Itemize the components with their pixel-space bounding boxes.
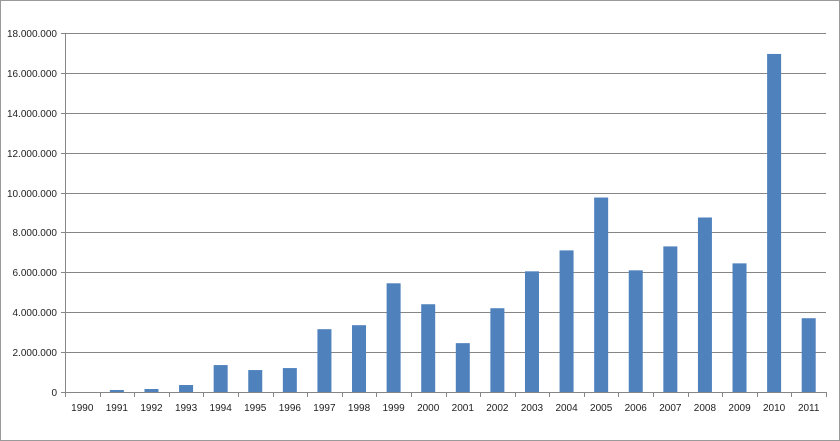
bar-1999 [386,283,401,392]
x-tick-label: 2002 [486,403,509,414]
bar-2004 [559,250,574,392]
y-tick-label: 14.000.000 [7,109,57,120]
x-tick-label: 1990 [71,403,94,414]
x-tick-label: 1992 [140,403,163,414]
y-tick-label: 2.000.000 [13,348,58,359]
bar-2006 [628,270,643,392]
x-tick-label: 1998 [348,403,371,414]
x-tick-label: 2004 [555,403,578,414]
x-tick-label: 1993 [175,403,198,414]
x-tick-label: 1999 [382,403,405,414]
x-tick-label: 2007 [659,403,682,414]
bar-2003 [524,271,539,392]
bar-2008 [697,217,712,392]
bar-1993 [179,385,194,392]
bar-2005 [594,197,609,392]
y-tick-label: 0 [51,388,57,399]
bars [109,53,816,392]
x-tick-label: 1991 [106,403,129,414]
bar-2000 [421,304,436,392]
x-tick-label: 2010 [763,403,786,414]
bar-2010 [767,53,782,392]
y-tick-label: 6.000.000 [13,268,58,279]
x-tick-label: 2011 [798,403,820,414]
x-tick-label: 1995 [244,403,267,414]
x-axis-tick-labels: 1990 1991 1992 1993 1994 1995 1996 1997 1998 1999… [71,403,820,414]
x-tick-label: 2008 [694,403,717,414]
bar-1997 [317,329,332,392]
y-tick-label: 16.000.000 [7,69,57,80]
x-tick-label: 2003 [521,403,544,414]
x-tick-label: 1997 [313,403,336,414]
y-tick-label: 12.000.000 [7,149,57,160]
bar-1995 [248,370,263,392]
bar-2011 [801,318,816,392]
y-tick-label: 18.000.000 [7,29,57,40]
bar-2002 [490,308,505,392]
y-tick-label: 8.000.000 [13,228,58,239]
bar-2009 [732,263,747,392]
bar-1991 [109,390,124,392]
bar-1996 [282,368,297,392]
x-tick-label: 2005 [590,403,613,414]
y-tick-label: 10.000.000 [7,189,57,200]
x-tick-label: 2009 [728,403,751,414]
y-tick-label: 4.000.000 [13,308,58,319]
x-tick-label: 1996 [279,403,302,414]
x-tick-label: 2000 [417,403,440,414]
bar-2007 [663,246,678,392]
x-tick-label: 2001 [452,403,475,414]
bar-1992 [144,389,159,392]
bar-1994 [213,365,228,392]
bar-2001 [455,343,470,392]
bar-1998 [352,325,367,392]
x-axis [65,33,827,397]
x-tick-label: 2006 [625,403,648,414]
x-tick-label: 1994 [210,403,233,414]
y-axis-tick-labels: 0 2.000.000 4.000.000 6.000.000 8.000.000 10.… [7,29,58,399]
